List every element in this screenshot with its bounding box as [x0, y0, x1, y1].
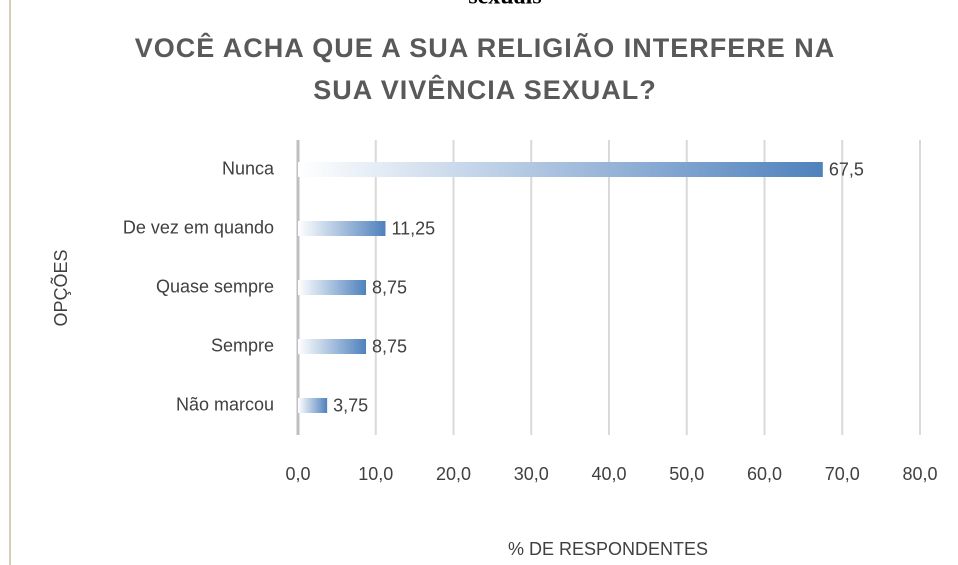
y-tick-label: Quase sempre	[156, 276, 274, 296]
bar	[298, 339, 367, 354]
y-tick-label: Sempre	[211, 335, 274, 355]
context-text: sexuais	[468, 0, 541, 10]
chart-title: SUA VIVÊNCIA SEXUAL?	[313, 74, 657, 105]
y-axis-label: OPÇÕES	[50, 249, 71, 326]
value-label: 3,75	[333, 395, 368, 415]
value-label: 11,25	[391, 218, 435, 238]
x-tick-label: 80,0	[902, 464, 937, 484]
y-tick-label: De vez em quando	[123, 217, 274, 237]
bar	[298, 221, 386, 236]
x-tick-label: 30,0	[514, 464, 549, 484]
x-axis-label: % DE RESPONDENTES	[508, 539, 708, 559]
bar	[298, 162, 823, 177]
y-tick-label: Não marcou	[176, 394, 274, 414]
x-tick-label: 50,0	[669, 464, 704, 484]
x-tick-label: 70,0	[825, 464, 860, 484]
bar	[298, 398, 328, 413]
y-tick-label: Nunca	[222, 158, 275, 178]
bar	[298, 280, 367, 295]
x-tick-label: 60,0	[747, 464, 782, 484]
x-tick-label: 10,0	[358, 464, 393, 484]
chart-title: VOCÊ ACHA QUE A SUA RELIGIÃO INTERFERE N…	[135, 32, 836, 63]
x-tick-label: 40,0	[591, 464, 626, 484]
value-label: 8,75	[372, 336, 407, 356]
x-tick-label: 20,0	[436, 464, 471, 484]
x-tick-label: 0,0	[285, 464, 310, 484]
value-label: 8,75	[372, 277, 407, 297]
value-label: 67,5	[829, 159, 864, 179]
